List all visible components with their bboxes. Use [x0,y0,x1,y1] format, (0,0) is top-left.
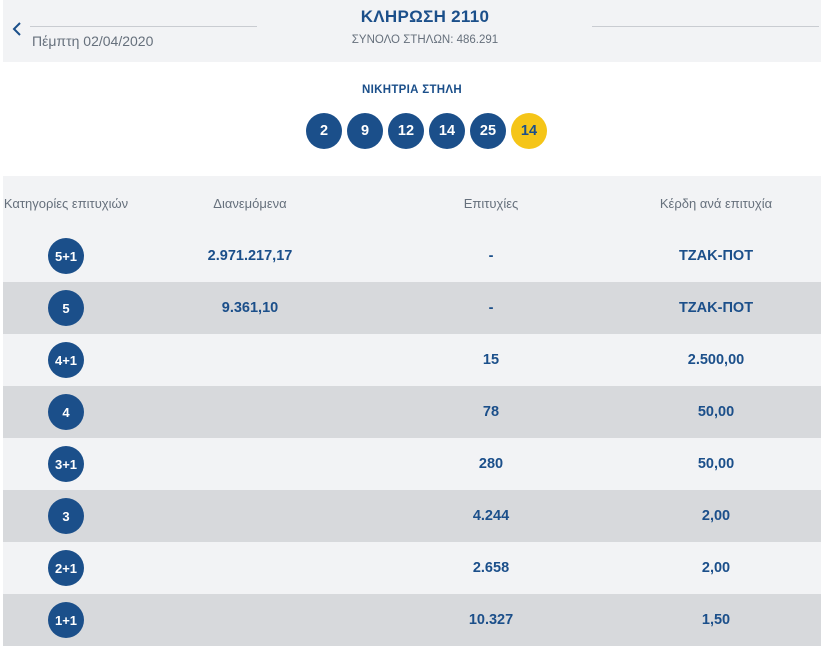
winning-number: 12 [388,113,424,149]
prize-value: ΤΖΑΚ-ΠΟΤ [678,248,754,264]
category-badge: 3+1 [48,446,84,482]
table-row: 4 78 50,00 [3,386,821,438]
header-winners: Επιτυχίες [463,195,519,211]
prize-value: 50,00 [697,456,735,472]
table-row: 5+1 2.971.217,17 - ΤΖΑΚ-ΠΟΤ [3,230,821,282]
winning-numbers: 2 9 12 14 25 14 [306,113,547,149]
category-badge: 4+1 [48,342,84,378]
joker-number: 14 [511,113,547,149]
chevron-left-icon [12,22,21,36]
winners-value: 280 [478,456,504,472]
winners-value: 4.244 [472,508,510,524]
results-table: Κατηγορίες επιτυχιών Διανεμόμενα Επιτυχί… [3,176,821,646]
table-row: 4+1 15 2.500,00 [3,334,821,386]
distributed-value: 9.361,10 [221,300,279,316]
category-badge: 5 [48,290,84,326]
prize-value: 2.500,00 [687,352,745,368]
winners-value: 10.327 [468,612,514,628]
total-columns: ΣΥΝΟΛΟ ΣΤΗΛΩΝ: 486.291 [351,34,499,46]
draw-date: Πέμπτη 02/04/2020 [32,33,154,49]
winners-value: - [488,248,494,264]
table-row: 2+1 2.658 2,00 [3,542,821,594]
distributed-value: 2.971.217,17 [207,248,293,264]
prize-value: 1,50 [701,612,731,628]
winning-number: 9 [347,113,383,149]
table-row: 3+1 280 50,00 [3,438,821,490]
category-badge: 5+1 [48,238,84,274]
category-badge: 2+1 [48,550,84,586]
table-header: Κατηγορίες επιτυχιών Διανεμόμενα Επιτυχί… [3,176,821,230]
winners-value: - [488,300,494,316]
category-badge: 3 [48,498,84,534]
winning-column-label: ΝΙΚΗΤΡΙΑ ΣΤΗΛΗ [362,84,462,96]
category-badge: 4 [48,394,84,430]
winning-number: 2 [306,113,342,149]
header-divider-left [30,26,257,27]
header-distributed: Διανεμόμενα [213,195,287,211]
winning-number: 14 [429,113,465,149]
winners-value: 2.658 [472,560,510,576]
winners-value: 78 [482,404,500,420]
draw-header: Πέμπτη 02/04/2020 ΚΛΗΡΩΣΗ 2110 ΣΥΝΟΛΟ ΣΤ… [3,0,821,62]
prize-value: 50,00 [697,404,735,420]
prize-value: 2,00 [701,560,731,576]
category-badge: 1+1 [48,602,84,638]
table-row: 1+1 10.327 1,50 [3,594,821,646]
prize-value: ΤΖΑΚ-ΠΟΤ [678,300,754,316]
back-button[interactable] [7,17,27,41]
header-divider-right [592,26,819,27]
table-row: 5 9.361,10 - ΤΖΑΚ-ΠΟΤ [3,282,821,334]
prize-value: 2,00 [701,508,731,524]
draw-title: ΚΛΗΡΩΣΗ 2110 [360,7,490,26]
header-prize: Κέρδη ανά επιτυχία [659,195,773,211]
winning-number: 25 [470,113,506,149]
winners-value: 15 [482,352,500,368]
header-category: Κατηγορίες επιτυχιών [3,195,129,211]
table-row: 3 4.244 2,00 [3,490,821,542]
